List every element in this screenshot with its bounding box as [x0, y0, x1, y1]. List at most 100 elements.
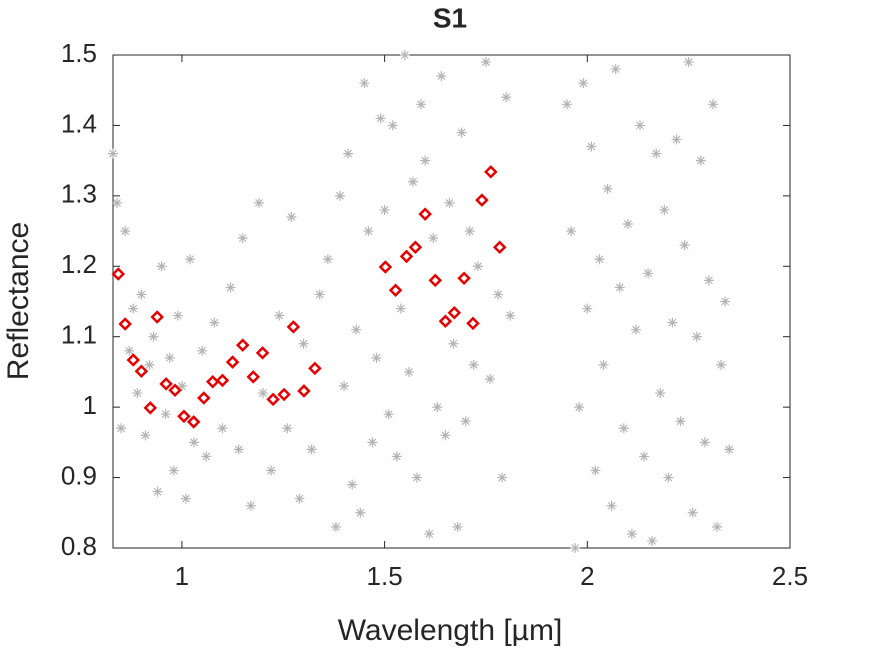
- point: [266, 465, 277, 476]
- point: [343, 148, 354, 159]
- point: [448, 338, 459, 349]
- point: [246, 370, 261, 384]
- point: [124, 345, 135, 356]
- point: [160, 409, 171, 420]
- point: [590, 465, 601, 476]
- point: [598, 359, 609, 370]
- point: [606, 500, 617, 511]
- point: [651, 148, 662, 159]
- y-tick-label: 1.5: [61, 38, 97, 68]
- point: [610, 64, 621, 75]
- point: [428, 273, 443, 288]
- point: [363, 226, 374, 237]
- x-tick-label: 1: [175, 561, 189, 591]
- point: [594, 254, 605, 265]
- point: [322, 254, 333, 265]
- point: [562, 99, 573, 110]
- point: [189, 437, 200, 448]
- point: [140, 430, 151, 441]
- point: [143, 401, 158, 415]
- point: [197, 345, 208, 356]
- point: [663, 472, 674, 483]
- point: [456, 127, 467, 138]
- y-tick-label: 0.8: [61, 531, 97, 561]
- point: [492, 240, 507, 255]
- point: [466, 316, 480, 331]
- point: [152, 486, 163, 497]
- point: [412, 472, 423, 483]
- point: [134, 364, 149, 378]
- point: [111, 267, 126, 281]
- point: [460, 416, 471, 427]
- point: [497, 472, 508, 483]
- point: [440, 430, 451, 441]
- point: [257, 388, 268, 399]
- point: [237, 233, 248, 244]
- point: [647, 535, 658, 546]
- point: [691, 331, 702, 342]
- point: [614, 282, 625, 293]
- x-tick-label: 1.5: [367, 561, 403, 591]
- point: [359, 78, 370, 89]
- point: [164, 352, 175, 363]
- point: [712, 521, 723, 532]
- point: [667, 317, 678, 328]
- point: [274, 310, 285, 321]
- point: [695, 155, 706, 166]
- x-tick-label: 2: [580, 561, 594, 591]
- point: [493, 289, 504, 300]
- point: [308, 361, 322, 376]
- point: [391, 451, 402, 462]
- point: [436, 71, 447, 82]
- point: [253, 197, 264, 208]
- point: [639, 451, 650, 462]
- point: [168, 465, 179, 476]
- point: [586, 141, 597, 152]
- point: [687, 507, 698, 518]
- y-tick-label: 1.1: [61, 320, 97, 350]
- point: [383, 409, 394, 420]
- point: [379, 204, 390, 215]
- point: [277, 387, 291, 402]
- point: [186, 415, 201, 429]
- point: [630, 324, 641, 335]
- point: [180, 493, 191, 504]
- point: [306, 444, 317, 455]
- y-tick-label: 0.9: [61, 460, 97, 490]
- point: [215, 373, 230, 388]
- point: [447, 306, 462, 320]
- point: [675, 416, 686, 427]
- y-tick-label: 1: [83, 390, 97, 420]
- point: [578, 78, 589, 89]
- point: [197, 391, 211, 405]
- point: [432, 402, 443, 413]
- point: [172, 310, 183, 321]
- point: [643, 268, 654, 279]
- point: [339, 381, 350, 392]
- point: [655, 388, 666, 399]
- point: [626, 528, 637, 539]
- point: [314, 289, 325, 300]
- point: [367, 437, 378, 448]
- point: [582, 303, 593, 314]
- point: [136, 289, 147, 300]
- point: [428, 233, 439, 244]
- point: [294, 493, 305, 504]
- point: [112, 197, 123, 208]
- point: [424, 528, 435, 539]
- point: [156, 261, 167, 272]
- point: [335, 190, 346, 201]
- point: [699, 437, 710, 448]
- point: [407, 176, 418, 187]
- point: [505, 310, 516, 321]
- point: [464, 226, 475, 237]
- point: [225, 282, 236, 293]
- point: [622, 219, 633, 230]
- point: [635, 120, 646, 131]
- point: [150, 310, 164, 324]
- point: [418, 207, 432, 221]
- point: [225, 355, 240, 369]
- point: [399, 249, 414, 264]
